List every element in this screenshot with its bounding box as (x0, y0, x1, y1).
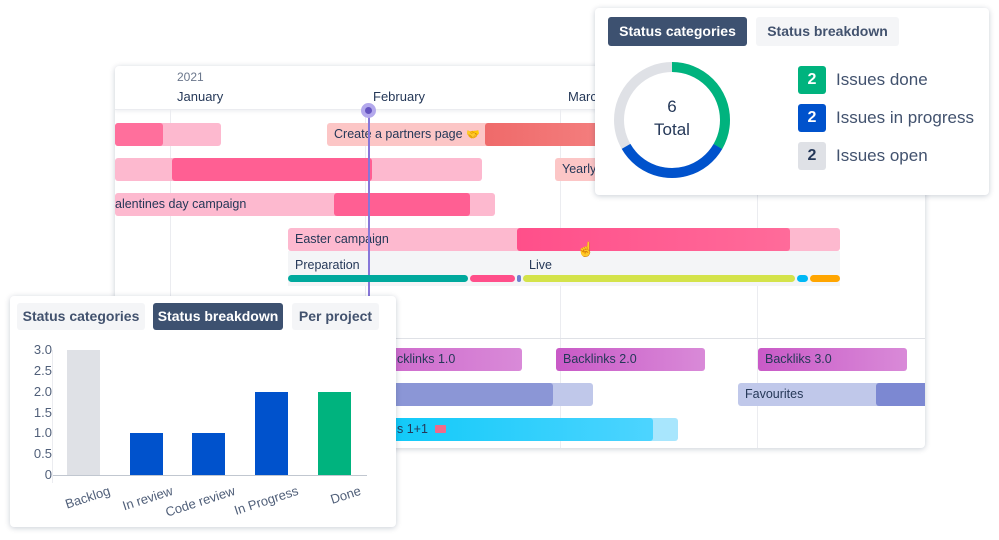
x-tick-label: Done (328, 483, 363, 507)
donut-done-segment (614, 62, 730, 178)
legend-done-count: 2 (798, 66, 826, 94)
status-categories-panel: Status categories Status breakdown 6 Tot… (595, 8, 989, 195)
total-value: 6 (667, 97, 677, 116)
bar-in-review[interactable] (129, 433, 163, 475)
tab-status-breakdown[interactable]: Status breakdown (153, 303, 283, 330)
favourites-progress[interactable] (876, 383, 925, 406)
tab-status-categories[interactable]: Status categories (17, 303, 145, 330)
y-axis (52, 350, 53, 483)
y-tick-label: 1.5 (33, 404, 52, 420)
epic-progress[interactable] (172, 158, 372, 181)
phase-preparation: Preparation (295, 258, 360, 272)
offer-progress[interactable]: s 1+1 (315, 418, 653, 441)
section-divider (115, 338, 925, 339)
legend-done-label: Issues done (836, 70, 928, 89)
month-january: January (177, 89, 224, 104)
year-label: 2021 (177, 70, 204, 84)
y-tick-label: 0.5 (33, 446, 52, 462)
y-tick-label: 0 (44, 467, 52, 482)
x-tick-label: Code review (163, 483, 238, 520)
y-tick-label: 2.0 (33, 383, 52, 399)
donut-chart (614, 61, 730, 178)
x-axis (52, 475, 367, 476)
tab-status-categories[interactable]: Status categories (608, 17, 747, 46)
legend-progress-count: 2 (798, 104, 826, 132)
epic-progress[interactable] (115, 123, 163, 146)
phase-live: Live (529, 258, 552, 272)
easter-progress[interactable] (517, 228, 790, 251)
total-label: Total (654, 120, 690, 139)
handshake-icon: 🤝 (466, 129, 480, 141)
x-tick-label: Backlog (63, 483, 112, 512)
valentines-progress[interactable] (334, 193, 470, 216)
partners-page-progress[interactable] (485, 123, 625, 146)
bar-in-progress[interactable] (255, 391, 289, 475)
today-marker[interactable] (361, 103, 376, 118)
phase-segment (810, 275, 840, 282)
y-tick-label: 2.5 (33, 362, 52, 378)
y-tick-label: 1.0 (33, 425, 52, 441)
today-line (368, 110, 370, 340)
tab-per-project[interactable]: Per project (292, 303, 379, 330)
hand-cursor-icon: ☝ (577, 241, 595, 257)
backlinks-2-bar[interactable]: Backlinks 2.0 (556, 348, 705, 371)
ticket-icon (435, 425, 447, 433)
legend-progress-label: Issues in progress (836, 108, 974, 127)
bar-backlog[interactable] (67, 350, 100, 475)
phase-segment (797, 275, 808, 282)
phase-segment-preparation (288, 275, 468, 282)
bar-done[interactable] (317, 391, 351, 475)
gridline (170, 110, 171, 448)
status-breakdown-panel: Status categories Status breakdown Per p… (10, 296, 396, 527)
x-tick-label: In Progress (231, 483, 300, 518)
legend-open-count: 2 (798, 142, 826, 170)
phase-segment (517, 275, 521, 282)
phase-segment (470, 275, 515, 282)
bar-code-review[interactable] (192, 433, 226, 475)
backlinks-3-bar[interactable]: Backliks 3.0 (758, 348, 907, 371)
tab-status-breakdown[interactable]: Status breakdown (756, 17, 899, 46)
month-february: February (373, 89, 426, 104)
legend-open-label: Issues open (836, 146, 928, 165)
y-tick-label: 3.0 (33, 342, 52, 357)
phase-segment-live (523, 275, 795, 282)
